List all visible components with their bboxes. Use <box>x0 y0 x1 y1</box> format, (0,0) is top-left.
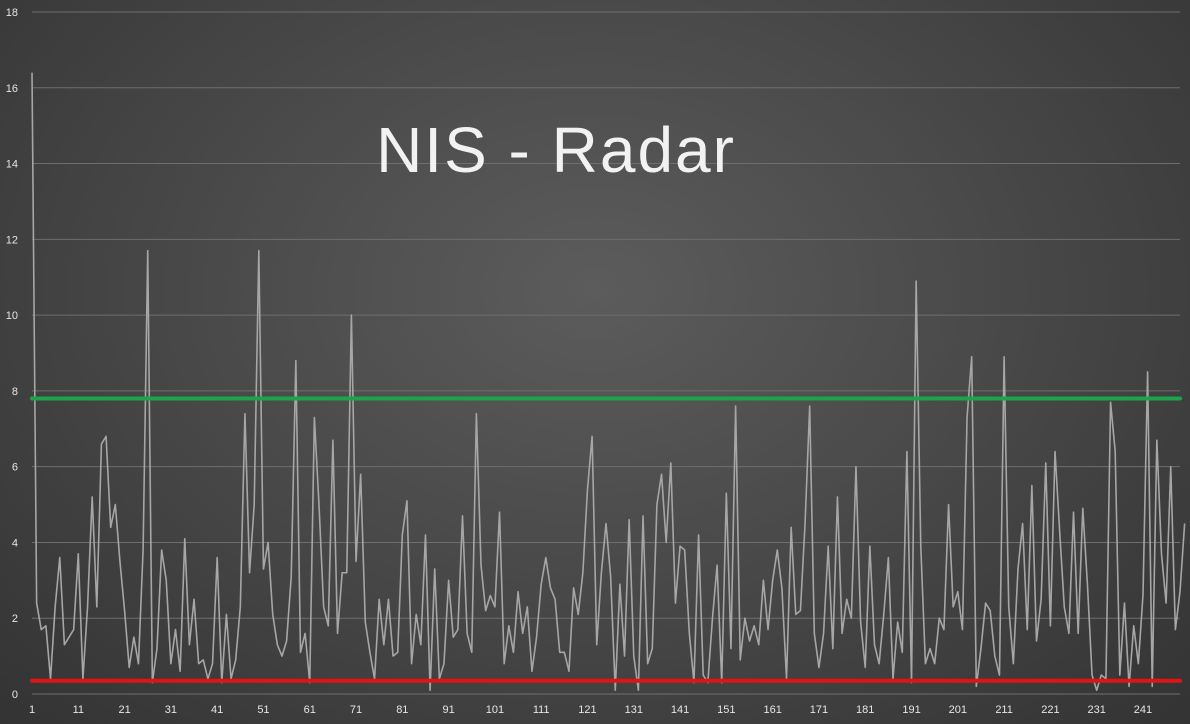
x-tick-label: 11 <box>73 704 84 716</box>
y-tick-label: 0 <box>12 689 18 701</box>
x-tick-label: 21 <box>118 704 130 716</box>
x-tick-label: 51 <box>257 704 269 716</box>
x-tick-label: 71 <box>350 704 362 716</box>
x-tick-label: 181 <box>856 704 874 716</box>
x-tick-label: 1 <box>29 704 35 716</box>
y-tick-label: 18 <box>6 7 18 19</box>
x-tick-label: 31 <box>165 704 177 716</box>
x-tick-label: 61 <box>304 704 316 716</box>
x-tick-label: 81 <box>396 704 408 716</box>
y-tick-label: 2 <box>12 613 18 625</box>
x-tick-label: 121 <box>578 704 596 716</box>
x-tick-label: 211 <box>995 704 1013 716</box>
x-tick-label: 111 <box>533 704 550 716</box>
series-line <box>31 72 1186 692</box>
y-tick-label: 6 <box>12 462 18 474</box>
y-tick-label: 10 <box>6 310 18 322</box>
x-tick-label: 101 <box>486 704 504 716</box>
x-tick-label: 221 <box>1041 704 1059 716</box>
y-axis-ticks: 0 2 4 6 8 10 12 14 16 18 <box>6 7 18 701</box>
x-tick-label: 241 <box>1134 704 1152 716</box>
reference-lines <box>30 396 1182 683</box>
x-tick-label: 231 <box>1087 704 1105 716</box>
y-tick-label: 14 <box>6 159 18 171</box>
series-group <box>31 72 1186 692</box>
x-tick-label: 201 <box>949 704 967 716</box>
y-tick-label: 12 <box>6 234 18 246</box>
y-tick-label: 16 <box>6 83 18 95</box>
x-axis-ticks: 1 11 21 31 41 51 61 71 81 91 101 111 121 131 141 151 161… <box>29 704 1152 716</box>
grid-lines <box>32 11 1180 695</box>
x-tick-label: 161 <box>763 704 781 716</box>
y-tick-label: 8 <box>12 386 18 398</box>
x-tick-label: 171 <box>810 704 828 716</box>
x-tick-label: 191 <box>902 704 920 716</box>
x-tick-label: 41 <box>211 704 223 716</box>
x-tick-label: 141 <box>671 704 689 716</box>
x-tick-label: 131 <box>625 704 643 716</box>
x-tick-label: 91 <box>442 704 454 716</box>
y-tick-label: 4 <box>12 537 18 549</box>
chart-title: NIS - Radar <box>376 114 736 186</box>
x-tick-label: 151 <box>717 704 735 716</box>
